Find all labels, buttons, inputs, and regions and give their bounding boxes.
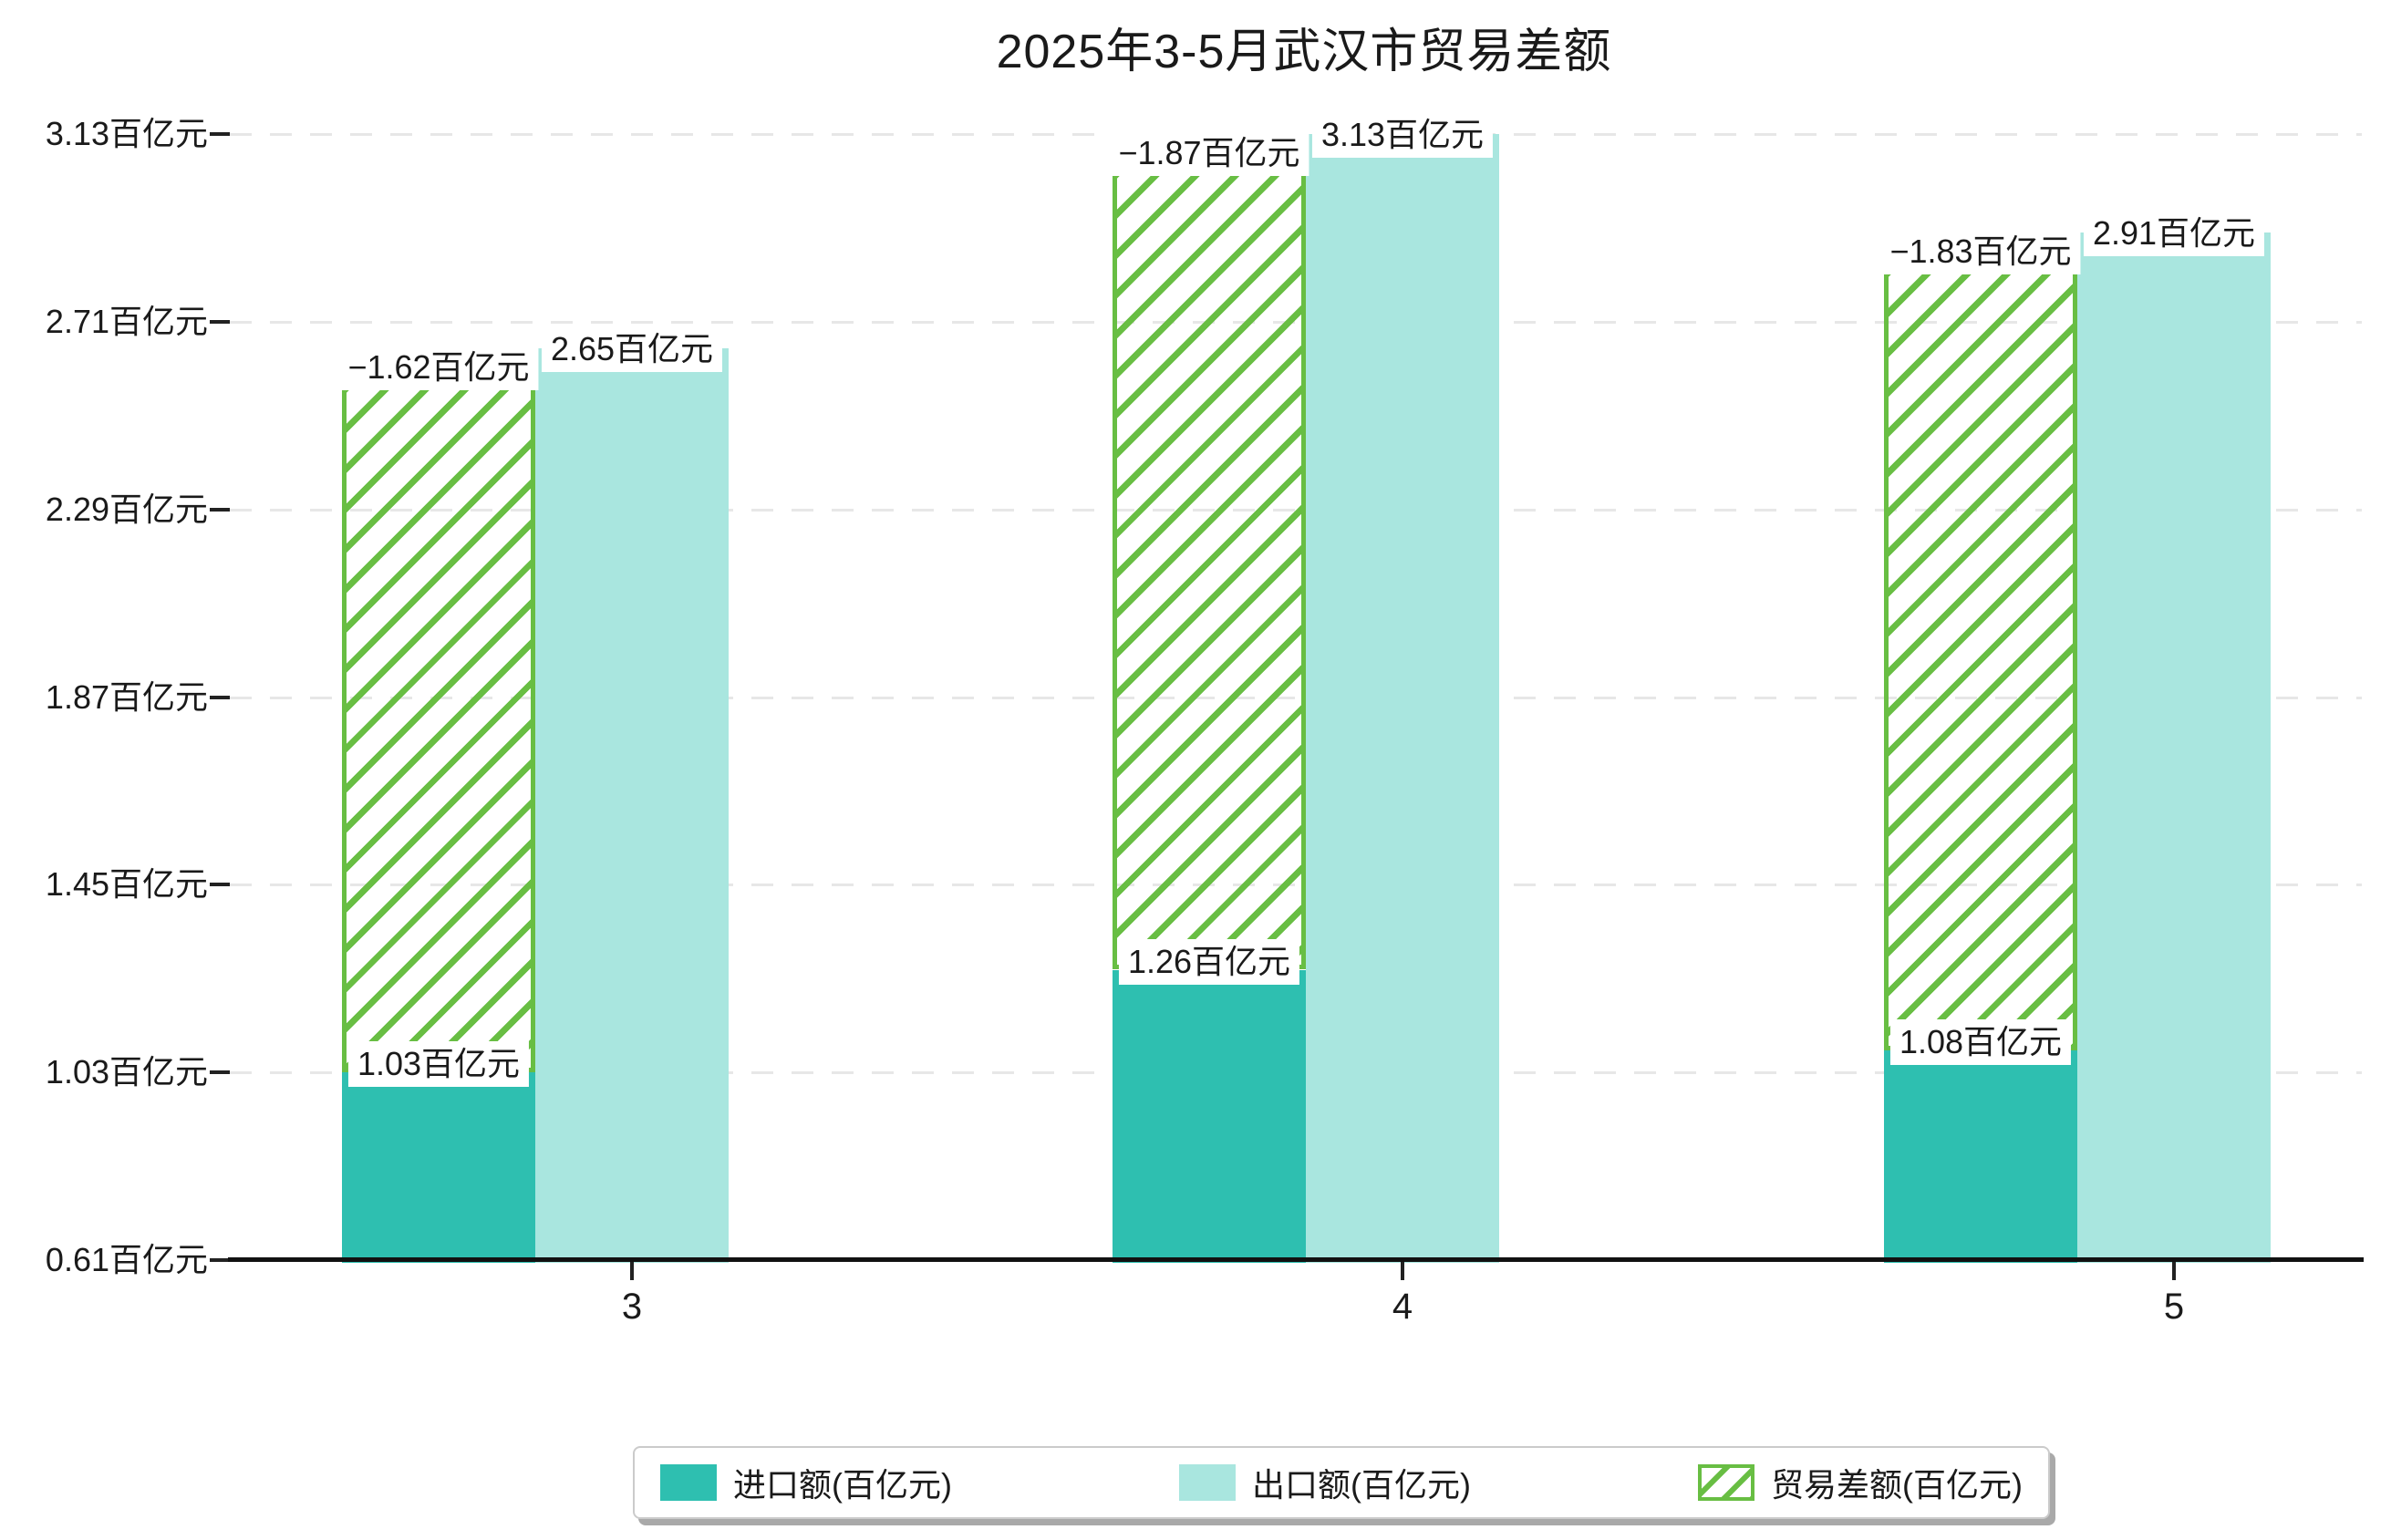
y-tick-label: 1.87百亿元 — [45, 677, 208, 716]
x-tick-label: 5 — [2163, 1287, 2185, 1327]
balance-bar-4 — [1113, 134, 1306, 970]
y-tick-label: 1.45百亿元 — [45, 865, 208, 904]
legend-item-import: 进口额(百亿元) — [660, 1459, 952, 1506]
x-tick-mark — [2172, 1262, 2176, 1280]
import-bar-3 — [342, 1072, 535, 1263]
export-bar-5 — [2077, 233, 2271, 1263]
export-value-label: 3.13百亿元 — [1311, 112, 1494, 159]
import-bar-4 — [1113, 969, 1306, 1263]
y-tick-label: 0.61百亿元 — [45, 1241, 208, 1278]
balance-value-label: −1.87百亿元 — [1109, 130, 1309, 177]
legend-label-export: 出口额(百亿元) — [1252, 1466, 1471, 1504]
export-swatch-icon — [1179, 1464, 1236, 1501]
x-tick-mark — [1401, 1262, 1404, 1280]
import-value-label: 1.26百亿元 — [1118, 938, 1300, 985]
balance-bar-5 — [1884, 233, 2077, 1050]
import-bar-5 — [1884, 1049, 2077, 1263]
x-tick-mark — [630, 1262, 634, 1280]
x-tick-label: 4 — [1392, 1287, 1413, 1327]
balance-value-label: −1.62百亿元 — [338, 345, 539, 391]
chart-title: 2025年3-5月武汉市贸易差额 — [996, 26, 1612, 78]
y-tick-label: 1.03百亿元 — [45, 1053, 208, 1091]
legend: 进口额(百亿元) 出口额(百亿元) 贸易差额(百亿元) — [633, 1446, 2050, 1519]
legend-item-export: 出口额(百亿元) — [1179, 1459, 1471, 1506]
import-value-label: 1.03百亿元 — [347, 1041, 530, 1088]
export-bar-3 — [535, 348, 729, 1263]
y-tick-mark — [210, 132, 230, 137]
legend-label-balance: 贸易差额(百亿元) — [1771, 1466, 2023, 1504]
import-swatch-icon — [660, 1464, 717, 1501]
y-tick-mark — [210, 1070, 230, 1075]
export-value-label: 2.65百亿元 — [541, 326, 723, 373]
export-value-label: 2.91百亿元 — [2083, 211, 2265, 256]
export-bar-4 — [1306, 134, 1499, 1263]
y-tick-label: 2.29百亿元 — [45, 490, 208, 528]
balance-value-label: −1.83百亿元 — [1880, 229, 2081, 274]
legend-label-import: 进口额(百亿元) — [733, 1466, 952, 1504]
legend-item-balance: 贸易差额(百亿元) — [1698, 1459, 2023, 1506]
x-axis-line — [228, 1257, 2364, 1262]
y-tick-mark — [210, 507, 230, 512]
y-tick-label: 2.71百亿元 — [45, 303, 208, 340]
x-tick-label: 3 — [621, 1287, 643, 1327]
y-tick-mark — [210, 695, 230, 699]
balance-swatch-icon — [1698, 1464, 1754, 1501]
y-tick-mark — [210, 883, 230, 887]
y-tick-label: 3.13百亿元 — [45, 115, 208, 153]
import-value-label: 1.08百亿元 — [1889, 1018, 2072, 1065]
y-tick-mark — [210, 1258, 230, 1262]
y-tick-mark — [210, 320, 230, 324]
balance-bar-3 — [342, 348, 535, 1073]
